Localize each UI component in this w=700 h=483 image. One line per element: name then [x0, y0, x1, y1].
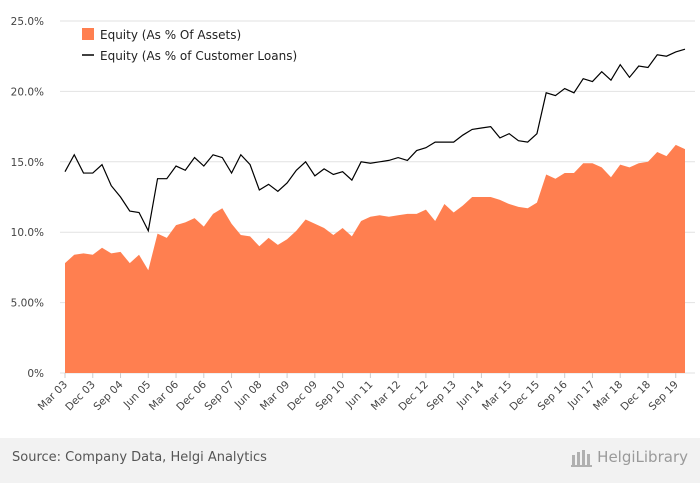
x-tick-label: Sep 19	[647, 379, 681, 413]
equity-loans-line	[64, 48, 686, 233]
legend-label-area: Equity (As % Of Assets)	[100, 28, 241, 42]
helgi-library-logo[interactable]: HelgiLibrary	[571, 447, 688, 467]
logo-text: HelgiLibrary	[597, 448, 688, 466]
x-tick-label: Sep 16	[536, 378, 571, 413]
y-axis-ticks: 0% 5.00% 10.0% 15.0% 20.0% 25.0%	[11, 16, 44, 380]
footer: Source: Company Data, Helgi Analytics He…	[0, 438, 700, 483]
legend-label-line: Equity (As % of Customer Loans)	[100, 49, 297, 63]
legend-swatch-area	[82, 28, 94, 40]
x-tick-label: Dec 03	[63, 379, 98, 414]
x-tick-label: Sep 07	[202, 379, 236, 413]
x-tick-label: Sep 04	[91, 378, 126, 413]
x-tick-label: Sep 13	[424, 379, 458, 413]
y-tick-label: 25.0%	[11, 16, 44, 28]
y-tick-label: 20.0%	[11, 86, 44, 98]
legend: Equity (As % Of Assets) Equity (As % of C…	[82, 28, 297, 63]
x-tick-label: Sep 10	[313, 379, 347, 413]
x-tick-label: Dec 15	[507, 379, 542, 414]
x-tick-label: Dec 18	[618, 379, 653, 414]
library-icon	[571, 450, 593, 467]
source-text: Source: Company Data, Helgi Analytics	[12, 450, 267, 465]
y-tick-label: 5.00%	[11, 298, 44, 310]
equity-assets-area	[65, 144, 685, 373]
line-series	[64, 48, 686, 233]
x-tick-label: Dec 06	[174, 378, 209, 413]
y-tick-label: 0%	[27, 368, 44, 380]
area-series	[65, 144, 685, 373]
y-tick-label: 15.0%	[11, 157, 44, 169]
x-tick-label: Dec 09	[285, 379, 320, 414]
y-tick-label: 10.0%	[11, 227, 44, 239]
x-tick-label: Dec 12	[396, 379, 431, 414]
